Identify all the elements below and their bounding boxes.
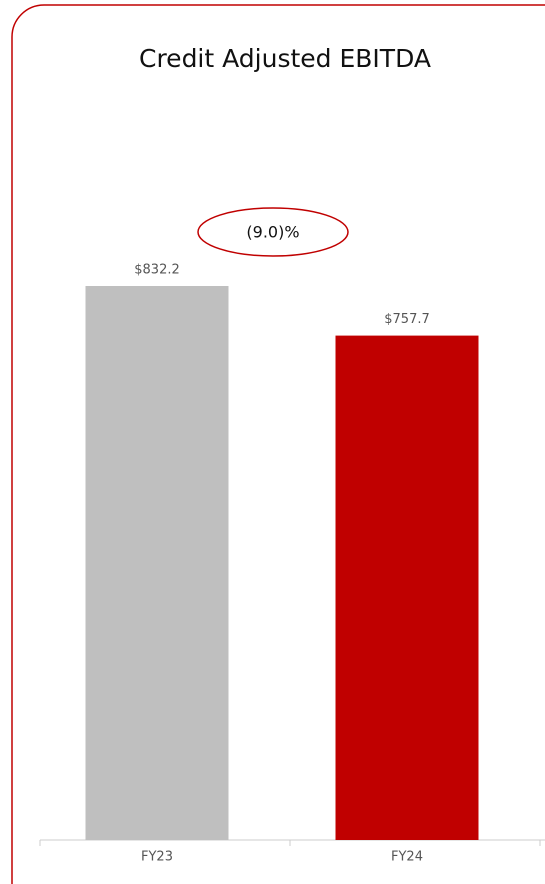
annotation-ellipse	[197, 207, 349, 257]
chart-title: Credit Adjusted EBITDA	[139, 44, 431, 73]
value-label: $832.2	[134, 263, 180, 278]
card-border	[11, 4, 545, 884]
bar	[85, 286, 229, 840]
x-tick-label: FY24	[391, 850, 423, 865]
value-label: $757.7	[384, 312, 430, 327]
bar	[335, 335, 479, 840]
annotation: (9.0)%	[246, 223, 299, 242]
x-tick-label: FY23	[141, 850, 173, 865]
